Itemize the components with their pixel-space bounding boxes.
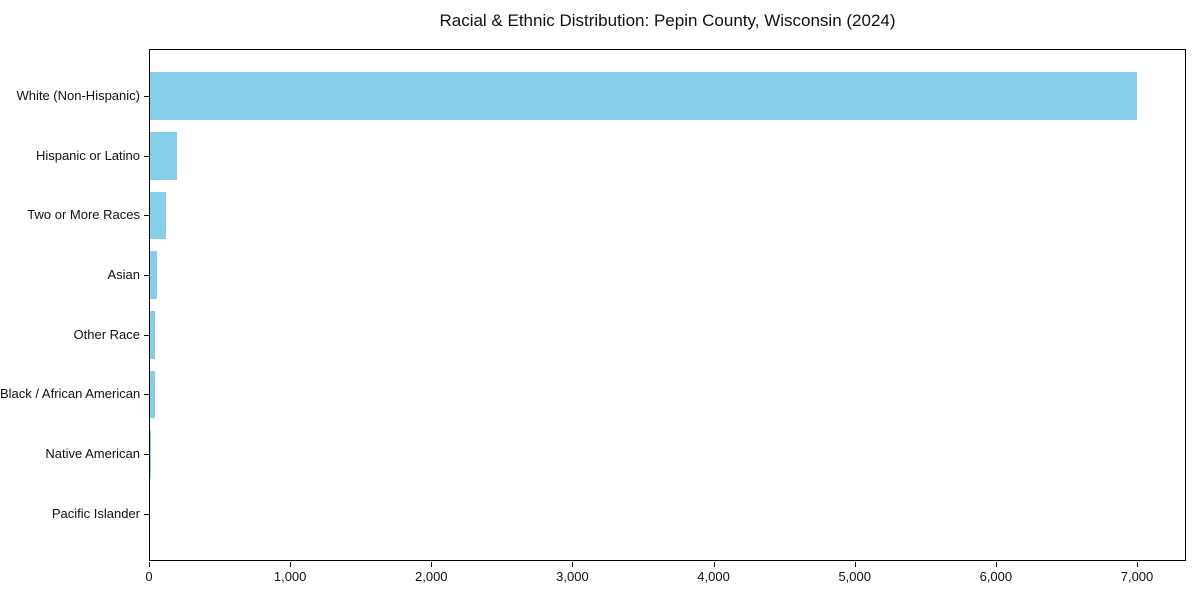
x-tick-label: 6,000 [979,569,1013,584]
x-tick-mark [1137,562,1139,567]
y-tick-label-other-race: Other Race [73,326,140,342]
x-tick-label: 3,000 [556,569,589,584]
x-tick-mark [713,562,715,567]
x-tick-label: 2,000 [415,569,448,584]
x-tick-mark [290,562,292,567]
y-tick-label-pacific-islander: Pacific Islander [51,505,140,521]
y-tick-label-hispanic-or-latino: Hispanic or Latino [35,147,140,163]
chart-title: Racial & Ethnic Distribution: Pepin Coun… [439,11,896,30]
bar-hispanic-or-latino [150,131,177,180]
y-tick-mark [144,215,149,217]
x-tick-mark [431,562,433,567]
y-tick-label-two-or-more-races: Two or More Races [27,207,140,223]
x-tick-mark [995,562,997,567]
bar-black-african-american [150,370,156,419]
y-tick-mark [144,394,149,396]
x-tick-label: 1,000 [273,569,307,584]
x-tick-label: 7,000 [1120,569,1154,584]
x-tick-mark [572,562,574,567]
y-tick-label-native-american: Native American [45,446,140,462]
bar-other-race [150,310,155,359]
bar-native-american [150,430,152,478]
bar-two-or-more-races [150,191,166,240]
bar-white-non-hispanic [150,72,1138,120]
bar-asian [150,251,158,299]
x-tick-label: 5,000 [838,569,871,584]
x-tick-label: 0 [145,569,153,584]
y-tick-mark [144,334,149,336]
y-tick-mark [144,96,149,98]
y-tick-mark [144,513,149,515]
y-tick-label-black-african-american: Black / African American [0,386,141,402]
y-tick-label-asian: Asian [107,267,140,283]
x-tick-label: 4,000 [697,569,730,584]
y-tick-label-white-non-hispanic: White (Non-Hispanic) [16,88,140,104]
x-tick-mark [149,562,150,567]
y-tick-mark [144,454,149,456]
plot-area [149,49,1186,561]
y-tick-mark [144,275,149,277]
y-tick-mark [144,155,149,157]
x-tick-mark [854,562,856,567]
